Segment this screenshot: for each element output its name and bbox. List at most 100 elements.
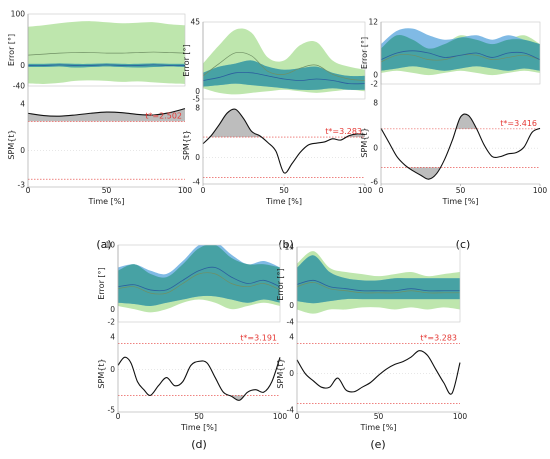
panel-label: (e)	[370, 438, 385, 451]
spm-ytick: 8	[195, 104, 200, 113]
blue-mean-line	[381, 50, 540, 61]
spm-ylabel: SPM{t}	[182, 130, 191, 160]
tstar-label: t*=3.283	[325, 127, 362, 136]
xtick-label: 0	[201, 186, 206, 195]
blue-mean-line	[118, 266, 280, 292]
error-ytick: -5	[193, 95, 201, 104]
error-plot-e	[297, 251, 460, 314]
tstar-label: t*=2.502	[145, 111, 182, 120]
spm-ytick: 4	[110, 333, 115, 342]
spm-ylabel: SPM{t}	[97, 358, 106, 388]
xlabel: Time [%]	[265, 197, 302, 206]
spm-plot-c	[380, 113, 541, 180]
xlabel: Time [%]	[180, 423, 217, 432]
xlabel: Time [%]	[88, 197, 125, 206]
green-mean-line	[118, 272, 280, 295]
spm-plot-a	[27, 108, 186, 180]
error-ytick: 14	[284, 243, 294, 252]
spm-ylabel: SPM{t}	[276, 358, 285, 388]
error-ytick: 100	[11, 10, 26, 19]
green-mean-line	[203, 51, 365, 81]
tstar-label: t*=3.283	[420, 334, 457, 343]
error-ytick: -40	[13, 82, 25, 91]
xtick-label: 50	[194, 412, 204, 421]
overlap-band	[28, 63, 185, 68]
error-ytick: 10	[105, 241, 115, 250]
xtick-label: 0	[379, 186, 384, 195]
error-ytick: 0	[110, 305, 115, 314]
supra-threshold-cluster	[408, 167, 440, 180]
xtick-label: 50	[279, 186, 289, 195]
spm-plot-b	[202, 108, 366, 178]
spm-ylabel: SPM{t}	[360, 127, 369, 157]
spm-ylabel: SPM{t}	[7, 129, 16, 159]
spm-plot-d	[117, 343, 281, 401]
spm-ytick: 0	[20, 146, 25, 155]
error-ylabel: Error [°]	[97, 267, 106, 299]
spm-curve	[117, 356, 281, 401]
panel-label: (d)	[191, 438, 207, 451]
xtick-label: 0	[295, 412, 300, 421]
xtick-label: 0	[116, 412, 121, 421]
overlap-band	[381, 34, 540, 71]
error-ylabel: Error [°]	[7, 34, 16, 66]
spm-ytick: 0	[373, 144, 378, 153]
xtick-label: 100	[533, 186, 548, 195]
error-ytick: 0	[195, 87, 200, 96]
blue-mean-line	[203, 71, 365, 85]
supra-threshold-cluster	[210, 109, 262, 138]
panel-label: (c)	[456, 238, 471, 251]
spm-ytick: 0	[289, 369, 294, 378]
supra-threshold-cluster	[346, 133, 365, 138]
spm-curve	[380, 113, 541, 180]
tstar-label: t*=3.191	[240, 334, 277, 343]
error-ytick: 45	[190, 18, 200, 27]
overlap-band	[297, 255, 460, 304]
error-ytick: 0	[289, 301, 294, 310]
xlabel: Time [%]	[360, 423, 397, 432]
green-band	[28, 21, 185, 84]
error-ytick: -2	[108, 318, 116, 327]
error-ytick: 0	[20, 61, 25, 70]
xtick-label: 50	[102, 186, 112, 195]
green-mean-line	[28, 51, 185, 56]
error-ytick: 12	[368, 18, 378, 27]
spm-ytick: 0	[110, 365, 115, 374]
spm-plot-e	[296, 343, 461, 404]
panel-label: (a)	[96, 238, 111, 251]
error-ytick: 0	[373, 71, 378, 80]
error-plot-b	[203, 28, 365, 95]
green-mean-line	[297, 282, 460, 294]
error-ylabel: Error [°]	[182, 44, 191, 76]
tstar-label: t*=3.416	[500, 119, 537, 128]
error-plot-a	[28, 21, 185, 84]
overlap-band	[203, 60, 365, 90]
spm-ytick: -3	[18, 181, 26, 190]
panel-label: (b)	[278, 238, 294, 251]
error-ytick: -4	[287, 318, 295, 327]
xtick-label: 50	[374, 412, 384, 421]
spm-ytick: -5	[108, 406, 116, 415]
supra-threshold-cluster	[28, 108, 185, 122]
xtick-label: 100	[358, 186, 373, 195]
xtick-label: 100	[273, 412, 288, 421]
blue-mean-line	[28, 64, 185, 66]
spm-ytick: -4	[287, 406, 295, 415]
spm-curve	[27, 108, 186, 117]
supra-threshold-cluster	[456, 114, 477, 129]
error-plot-c	[381, 28, 540, 76]
xtick-label: 50	[456, 186, 466, 195]
spm-ytick: 0	[195, 153, 200, 162]
error-ylabel: Error [°]	[360, 37, 369, 69]
spm-ytick: 8	[373, 99, 378, 108]
spm-curve	[296, 350, 461, 395]
spm-ytick: 4	[20, 100, 25, 109]
error-ylabel: Error [°]	[276, 268, 285, 300]
blue-mean-line	[297, 279, 460, 292]
xtick-label: 0	[26, 186, 31, 195]
